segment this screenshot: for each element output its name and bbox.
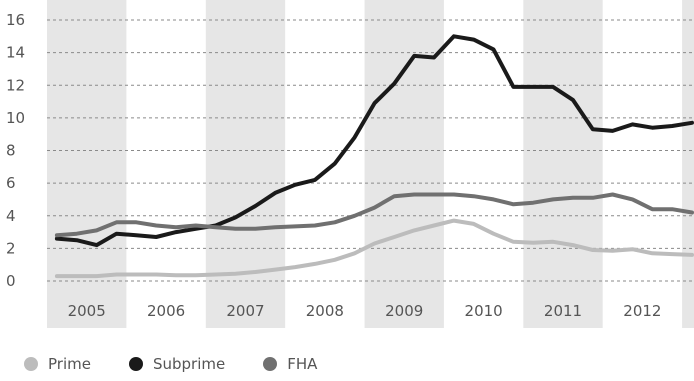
- legend-swatch-subprime: [128, 357, 143, 371]
- y-tick-6: 6: [6, 174, 16, 192]
- series-line-subprime: [54, 34, 694, 248]
- year-band-trailing: [682, 0, 694, 328]
- y-tick-10: 10: [6, 109, 25, 127]
- y-tick-12: 12: [6, 76, 25, 94]
- y-tick-8: 8: [6, 142, 16, 160]
- x-tick-2012: 2012: [623, 302, 661, 320]
- x-tick-2010: 2010: [465, 302, 503, 320]
- legend-label-fha: FHA: [287, 355, 318, 373]
- legend-swatch-fha: [263, 357, 278, 371]
- year-band-2009: [364, 0, 444, 328]
- year-band-2011: [523, 0, 603, 328]
- year-bands: [47, 0, 694, 328]
- x-tick-2005: 2005: [68, 302, 106, 320]
- x-tick-2008: 2008: [306, 302, 344, 320]
- legend-swatch-prime: [24, 357, 38, 371]
- x-tick-2011: 2011: [544, 302, 582, 320]
- x-tick-2007: 2007: [226, 302, 264, 320]
- legend: Prime Subprime FHA: [24, 355, 355, 373]
- y-tick-2: 2: [6, 239, 16, 257]
- y-tick-16: 16: [6, 11, 25, 29]
- legend-item-fha[interactable]: FHA: [263, 355, 317, 373]
- x-tick-2006: 2006: [147, 302, 185, 320]
- legend-item-prime[interactable]: Prime: [24, 355, 91, 373]
- legend-item-subprime[interactable]: Subprime: [128, 355, 226, 373]
- y-tick-14: 14: [6, 44, 25, 62]
- y-tick-0: 0: [6, 272, 16, 290]
- y-tick-4: 4: [6, 207, 16, 225]
- series-line-fha: [54, 192, 694, 238]
- series-lines: [54, 34, 694, 279]
- year-band-2005: [47, 0, 127, 328]
- x-axis-ticks: 2005 2006 2007 2008 2009 2010 2011 2012: [68, 302, 662, 320]
- y-axis-ticks: 16 14 12 10 8 6 4 2 0: [6, 11, 25, 290]
- series-line-prime: [54, 218, 694, 279]
- year-band-2007: [205, 0, 286, 328]
- x-tick-2009: 2009: [385, 302, 423, 320]
- legend-label-prime: Prime: [48, 355, 91, 373]
- legend-label-subprime: Subprime: [152, 355, 226, 373]
